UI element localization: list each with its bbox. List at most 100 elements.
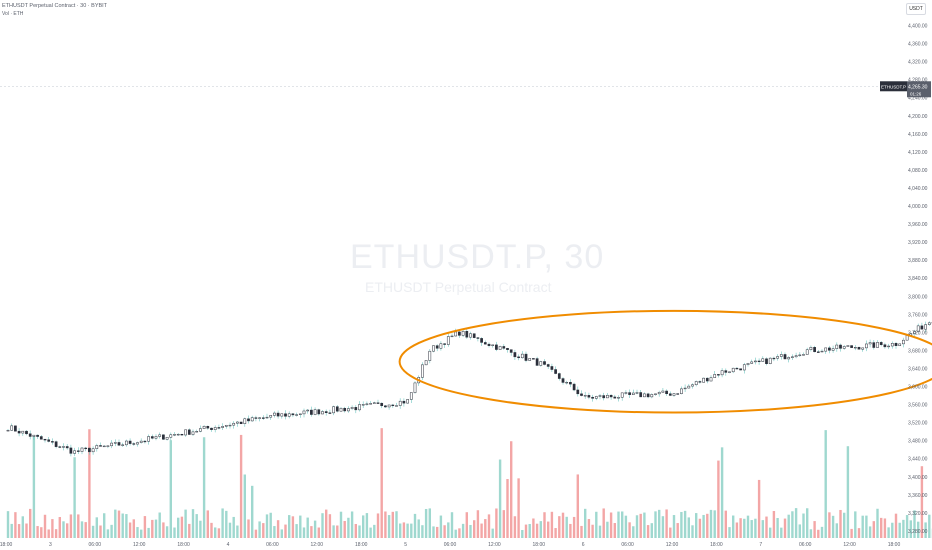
volume-bar <box>617 511 620 538</box>
currency-unit-badge[interactable]: USDT <box>906 3 926 15</box>
volume-bar <box>410 523 413 538</box>
volume-bar <box>535 523 539 538</box>
candle-body <box>65 446 69 449</box>
candle-body <box>639 392 643 398</box>
candle-body <box>202 425 206 429</box>
volume-bar <box>73 457 76 538</box>
candle-body <box>136 442 139 445</box>
volume-bar <box>602 508 605 538</box>
volume-bar <box>313 520 317 538</box>
candle-body <box>920 325 924 330</box>
candle-body <box>517 356 520 359</box>
volume-bar <box>58 517 61 538</box>
volume-bar <box>854 511 857 538</box>
volume-bar <box>402 522 406 538</box>
candle-body <box>224 425 228 427</box>
candle-body <box>280 413 284 417</box>
watermark-name: ETHUSDT Perpetual Contract <box>365 279 552 295</box>
candle-body <box>269 415 273 418</box>
volume-bar <box>99 525 102 538</box>
volume-bar <box>110 524 113 538</box>
volume-bar <box>909 520 912 538</box>
candle-body <box>424 360 428 366</box>
volume-bar <box>880 517 883 538</box>
candle-body <box>598 395 602 397</box>
price-tick-label: 3,320.00 <box>908 511 928 517</box>
candle-body <box>746 363 750 365</box>
price-tick-label: 3,400.00 <box>908 475 928 481</box>
price-tick-label: 3,920.00 <box>908 240 928 246</box>
candle-body <box>10 425 14 431</box>
candle-body <box>543 361 546 365</box>
volume-bar <box>32 434 36 538</box>
candle-body <box>791 356 794 358</box>
volume-bar <box>513 516 517 538</box>
candle-body <box>261 417 265 419</box>
candle-body <box>524 353 528 361</box>
candle-body <box>720 370 724 376</box>
volume-bar <box>365 513 369 538</box>
volume-bar <box>802 513 805 538</box>
volume-bar <box>831 515 835 538</box>
candle-body <box>350 407 354 409</box>
candle-body <box>657 392 661 395</box>
candle-body <box>176 434 180 436</box>
volume-bar <box>861 515 864 538</box>
candle-body <box>132 443 136 445</box>
volume-bar <box>239 434 243 538</box>
price-tick-label: 4,160.00 <box>908 132 928 138</box>
candle-body <box>532 358 535 360</box>
volume-bar <box>639 513 642 538</box>
last-price-badge <box>907 81 931 98</box>
candle-body <box>369 403 372 405</box>
candle-body <box>865 343 868 349</box>
volume-bar <box>165 526 169 538</box>
volume-bar <box>380 428 383 538</box>
last-price-text: 4,265.30 <box>908 84 928 90</box>
candle-body <box>106 445 110 447</box>
candle-body <box>21 430 25 434</box>
candle-body <box>606 394 609 399</box>
candle-body <box>550 366 554 370</box>
volume-bar <box>702 514 705 538</box>
candle-body <box>435 345 439 349</box>
volume-bar <box>465 512 468 538</box>
candle-body <box>58 446 62 448</box>
volume-bar <box>236 525 239 538</box>
volume-bar <box>132 519 135 538</box>
volume-layer <box>6 428 932 538</box>
volume-bar <box>184 509 187 538</box>
candle-body <box>476 337 480 339</box>
volume-bar <box>384 511 387 538</box>
candle-body <box>28 433 32 437</box>
volume-bar <box>291 516 295 538</box>
price-axis: 4,400.00 4,360.00 4,320.00 4,280.00 4,240.00… <box>908 24 928 535</box>
volume-bar <box>865 515 868 538</box>
candle-body <box>628 392 631 395</box>
volume-bar <box>624 515 628 538</box>
candle-body <box>91 448 95 453</box>
price-tick-label: 3,440.00 <box>908 457 928 463</box>
candle-body <box>709 377 713 382</box>
candle-body <box>306 409 310 412</box>
volume-bar <box>36 526 39 538</box>
indicator-label[interactable]: Vol · ETH <box>2 11 24 17</box>
volume-bar <box>894 513 898 538</box>
volume-bar <box>521 529 524 538</box>
volume-bar <box>299 515 302 538</box>
volume-bar <box>528 523 531 538</box>
volume-bar <box>872 521 875 538</box>
volume-bar <box>787 514 790 538</box>
volume-bar <box>10 523 13 538</box>
volume-bar <box>77 514 80 538</box>
candle-body <box>150 436 154 439</box>
candle-body <box>650 394 654 398</box>
candle-body <box>853 347 857 349</box>
candle-body <box>828 347 831 351</box>
candle-body <box>661 390 665 393</box>
volume-bar <box>258 521 261 538</box>
volume-bar <box>62 521 65 538</box>
volume-bar <box>191 509 195 538</box>
volume-bar <box>443 525 446 538</box>
